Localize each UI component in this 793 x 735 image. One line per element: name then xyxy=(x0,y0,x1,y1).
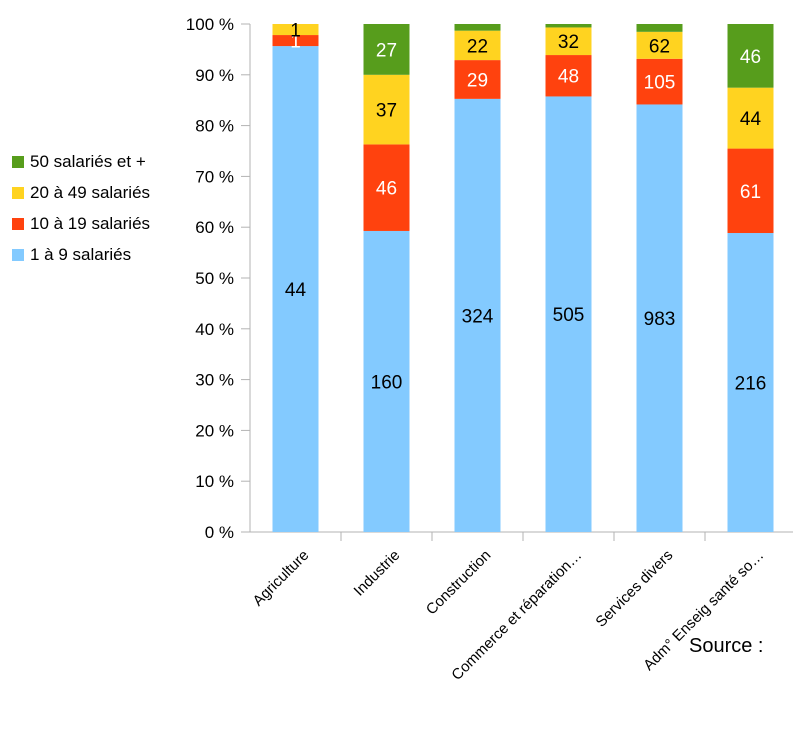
y-tick-label: 0 % xyxy=(205,523,234,542)
source-note: Source : xyxy=(689,635,764,657)
bar-segment xyxy=(545,96,592,533)
data-label: 160 xyxy=(371,372,403,393)
bar-segment xyxy=(272,35,319,47)
data-label: 62 xyxy=(649,36,670,57)
bar-segment xyxy=(363,230,410,533)
y-tick-label: 70 % xyxy=(195,167,234,186)
data-label: 29 xyxy=(467,70,488,91)
bar-segment xyxy=(454,60,501,99)
y-tick-label: 60 % xyxy=(195,218,234,237)
legend-item-10-19: 10 à 19 salariés xyxy=(12,208,150,239)
data-label: 505 xyxy=(553,305,585,326)
y-tick-label: 80 % xyxy=(195,117,234,136)
y-tick-label: 30 % xyxy=(195,371,234,390)
data-label: 46 xyxy=(740,47,761,68)
x-category-label: Services divers xyxy=(592,547,676,631)
data-label: 61 xyxy=(740,182,761,203)
y-tick-label: 20 % xyxy=(195,421,234,440)
bar-segment xyxy=(545,24,592,28)
legend-item-20-49: 20 à 49 salariés xyxy=(12,177,150,208)
data-label: 32 xyxy=(558,32,579,53)
data-label: 22 xyxy=(467,36,488,57)
y-tick-label: 10 % xyxy=(195,472,234,491)
legend-swatch xyxy=(12,186,24,199)
bar-segment xyxy=(727,148,774,234)
data-label: 1 xyxy=(290,32,301,53)
bar-segment xyxy=(636,24,683,32)
data-label: 46 xyxy=(376,179,397,200)
bar-segment xyxy=(363,74,410,145)
bar-segment xyxy=(545,27,592,56)
data-label: 216 xyxy=(735,374,767,395)
legend-label: 1 à 9 salariés xyxy=(30,244,132,264)
y-tick-label: 40 % xyxy=(195,320,234,339)
bar-segment xyxy=(636,58,683,105)
data-label: 27 xyxy=(376,40,397,61)
bar-segment xyxy=(363,24,410,75)
legend-item-1-9: 1 à 9 salariés xyxy=(12,239,150,270)
data-label: 1 xyxy=(290,21,301,42)
data-label: 324 xyxy=(462,306,494,327)
bar-segment xyxy=(272,24,319,36)
x-category-label: Agriculture xyxy=(250,547,313,610)
bar-segment xyxy=(727,233,774,533)
bar-segment xyxy=(454,98,501,532)
data-label: 37 xyxy=(376,101,397,122)
y-tick-label: 100 % xyxy=(186,15,234,34)
bar-segment xyxy=(545,55,592,97)
data-label: 48 xyxy=(558,67,579,88)
legend-label: 10 à 19 salariés xyxy=(30,213,151,233)
bar-segment xyxy=(636,104,683,532)
data-label: 44 xyxy=(285,280,307,301)
y-tick-label: 90 % xyxy=(195,66,234,85)
legend-swatch xyxy=(12,155,24,168)
legend-swatch xyxy=(12,248,24,261)
bar-segment xyxy=(727,87,774,149)
x-category-label: Industrie xyxy=(351,547,404,600)
x-category-label: Construction xyxy=(423,547,495,619)
bar-segment xyxy=(454,30,501,61)
chart-legend: 50 salariés et + 20 à 49 salariés 10 à 1… xyxy=(12,146,150,270)
legend-label: 20 à 49 salariés xyxy=(30,182,151,202)
bar-segment xyxy=(454,24,501,31)
bar-segment xyxy=(272,46,319,533)
bar-segment xyxy=(363,144,410,231)
data-label: 983 xyxy=(644,309,676,330)
data-label: 105 xyxy=(644,73,676,94)
y-tick-label: 50 % xyxy=(195,269,234,288)
bar-segment xyxy=(636,31,683,59)
legend-swatch xyxy=(12,217,24,230)
legend-label: 50 salariés et + xyxy=(30,151,146,171)
legend-item-50-plus: 50 salariés et + xyxy=(12,146,150,177)
bar-segment xyxy=(727,24,774,88)
data-label: 44 xyxy=(740,109,762,130)
